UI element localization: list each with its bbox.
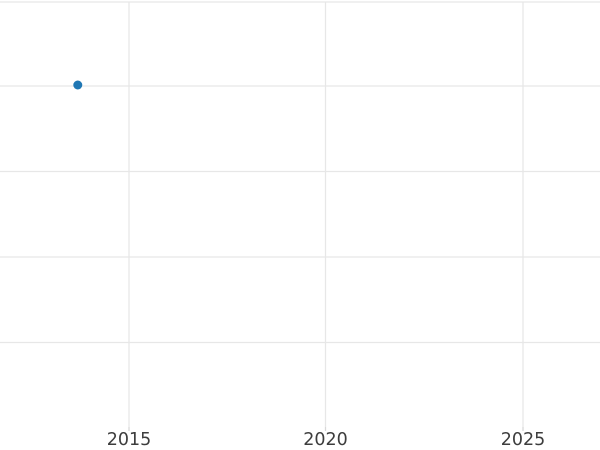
data-point — [73, 80, 83, 90]
x-tick-label: 2025 — [501, 430, 546, 450]
x-tick-label: 2020 — [303, 430, 348, 450]
x-tick-label: 2015 — [107, 430, 152, 450]
